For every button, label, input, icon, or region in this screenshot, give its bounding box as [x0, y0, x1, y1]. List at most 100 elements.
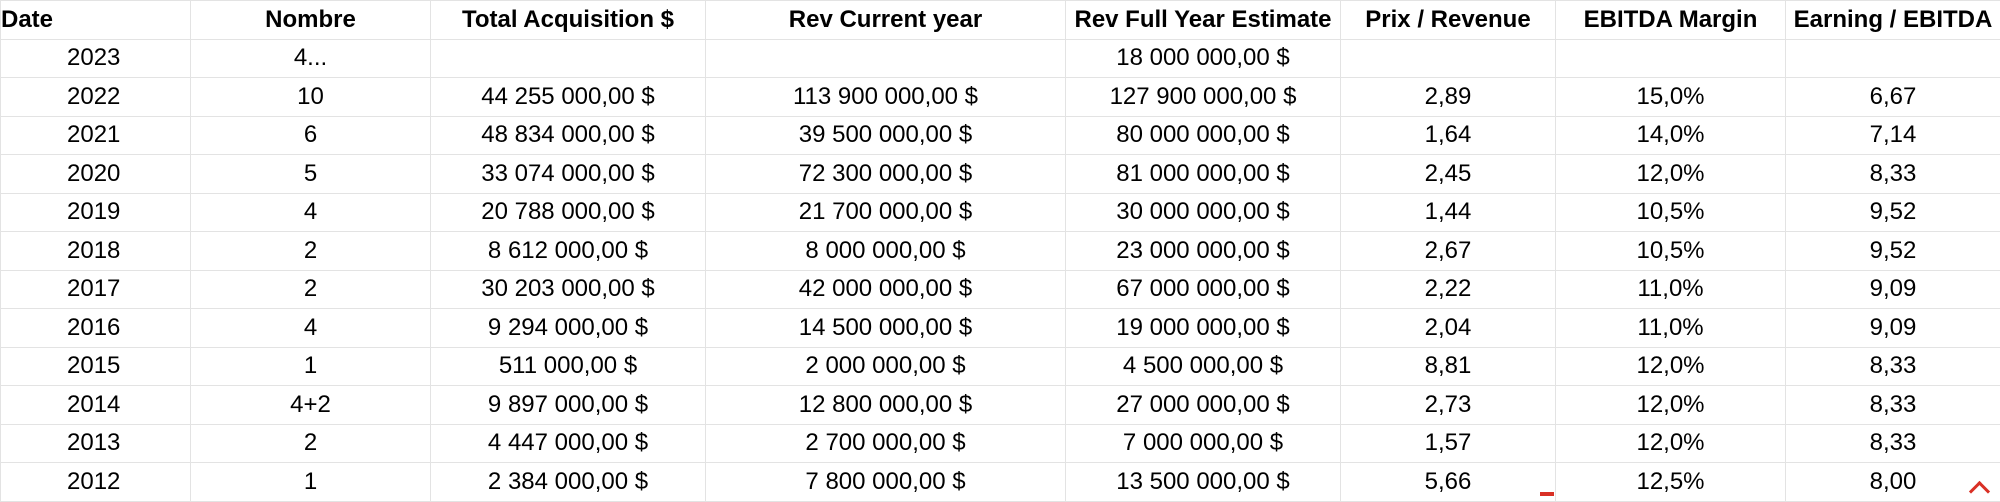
cell-ebitda-margin[interactable]: 12,0% — [1556, 386, 1786, 425]
cell-rev-current-year[interactable]: 113 900 000,00 $ — [706, 78, 1066, 117]
cell-date[interactable]: 2022 — [1, 78, 191, 117]
cell-prix-revenue[interactable]: 2,73 — [1341, 386, 1556, 425]
cell-nombre[interactable]: 2 — [191, 424, 431, 463]
cell-rev-full-year-estimate[interactable]: 30 000 000,00 $ — [1066, 193, 1341, 232]
cell-rev-full-year-estimate[interactable]: 4 500 000,00 $ — [1066, 347, 1341, 386]
cell-rev-full-year-estimate[interactable]: 18 000 000,00 $ — [1066, 39, 1341, 78]
cell-earning-ebitda[interactable]: 8,33 — [1786, 386, 2000, 425]
cell-prix-revenue[interactable]: 2,45 — [1341, 155, 1556, 194]
cell-rev-full-year-estimate[interactable]: 7 000 000,00 $ — [1066, 424, 1341, 463]
cell-rev-current-year[interactable]: 2 700 000,00 $ — [706, 424, 1066, 463]
cell-rev-current-year[interactable]: 7 800 000,00 $ — [706, 463, 1066, 502]
cell-rev-full-year-estimate[interactable]: 127 900 000,00 $ — [1066, 78, 1341, 117]
cell-rev-current-year[interactable]: 8 000 000,00 $ — [706, 232, 1066, 271]
cell-earning-ebitda[interactable] — [1786, 39, 2000, 78]
cell-ebitda-margin[interactable] — [1556, 39, 1786, 78]
cell-date[interactable]: 2016 — [1, 309, 191, 348]
cell-total-acquisition[interactable]: 30 203 000,00 $ — [431, 270, 706, 309]
header-rev-current-year[interactable]: Rev Current year — [706, 1, 1066, 40]
cell-ebitda-margin[interactable]: 15,0% — [1556, 78, 1786, 117]
cell-ebitda-margin[interactable]: 10,5% — [1556, 193, 1786, 232]
cell-rev-current-year[interactable]: 72 300 000,00 $ — [706, 155, 1066, 194]
cell-earning-ebitda[interactable]: 8,33 — [1786, 155, 2000, 194]
cell-prix-revenue[interactable] — [1341, 39, 1556, 78]
cell-ebitda-margin[interactable]: 10,5% — [1556, 232, 1786, 271]
cell-nombre[interactable]: 4 — [191, 309, 431, 348]
cell-date[interactable]: 2018 — [1, 232, 191, 271]
cell-date[interactable]: 2014 — [1, 386, 191, 425]
cell-nombre[interactable]: 6 — [191, 116, 431, 155]
cell-nombre[interactable]: 4... — [191, 39, 431, 78]
cell-earning-ebitda[interactable]: 9,09 — [1786, 270, 2000, 309]
cell-total-acquisition[interactable]: 4 447 000,00 $ — [431, 424, 706, 463]
cell-date[interactable]: 2023 — [1, 39, 191, 78]
cell-nombre[interactable]: 10 — [191, 78, 431, 117]
cell-rev-full-year-estimate[interactable]: 27 000 000,00 $ — [1066, 386, 1341, 425]
cell-nombre[interactable]: 4+2 — [191, 386, 431, 425]
cell-ebitda-margin[interactable]: 14,0% — [1556, 116, 1786, 155]
cell-earning-ebitda[interactable]: 8,33 — [1786, 347, 2000, 386]
cell-prix-revenue[interactable]: 1,44 — [1341, 193, 1556, 232]
cell-total-acquisition[interactable]: 9 897 000,00 $ — [431, 386, 706, 425]
cell-total-acquisition[interactable]: 511 000,00 $ — [431, 347, 706, 386]
cell-ebitda-margin[interactable]: 11,0% — [1556, 270, 1786, 309]
cell-total-acquisition[interactable]: 48 834 000,00 $ — [431, 116, 706, 155]
cell-nombre[interactable]: 1 — [191, 463, 431, 502]
cell-earning-ebitda[interactable]: 7,14 — [1786, 116, 2000, 155]
header-ebitda-margin[interactable]: EBITDA Margin — [1556, 1, 1786, 40]
cell-date[interactable]: 2015 — [1, 347, 191, 386]
header-rev-full-year-estimate[interactable]: Rev Full Year Estimate — [1066, 1, 1341, 40]
cell-total-acquisition[interactable] — [431, 39, 706, 78]
cell-earning-ebitda[interactable]: 9,09 — [1786, 309, 2000, 348]
header-nombre[interactable]: Nombre — [191, 1, 431, 40]
cell-rev-full-year-estimate[interactable]: 19 000 000,00 $ — [1066, 309, 1341, 348]
cell-date[interactable]: 2017 — [1, 270, 191, 309]
cell-date[interactable]: 2013 — [1, 424, 191, 463]
cell-rev-full-year-estimate[interactable]: 13 500 000,00 $ — [1066, 463, 1341, 502]
cell-total-acquisition[interactable]: 20 788 000,00 $ — [431, 193, 706, 232]
header-prix-revenue[interactable]: Prix / Revenue — [1341, 1, 1556, 40]
cell-rev-full-year-estimate[interactable]: 81 000 000,00 $ — [1066, 155, 1341, 194]
header-total-acquisition[interactable]: Total Acquisition $ — [431, 1, 706, 40]
cell-ebitda-margin[interactable]: 12,0% — [1556, 424, 1786, 463]
header-earning-ebitda[interactable]: Earning / EBITDA — [1786, 1, 2000, 40]
cell-date[interactable]: 2020 — [1, 155, 191, 194]
cell-prix-revenue[interactable]: 1,57 — [1341, 424, 1556, 463]
cell-earning-ebitda[interactable]: 9,52 — [1786, 193, 2000, 232]
cell-total-acquisition[interactable]: 9 294 000,00 $ — [431, 309, 706, 348]
cell-nombre[interactable]: 5 — [191, 155, 431, 194]
cell-total-acquisition[interactable]: 2 384 000,00 $ — [431, 463, 706, 502]
cell-nombre[interactable]: 1 — [191, 347, 431, 386]
cell-ebitda-margin[interactable]: 12,0% — [1556, 155, 1786, 194]
cell-date[interactable]: 2021 — [1, 116, 191, 155]
cell-prix-revenue[interactable]: 2,67 — [1341, 232, 1556, 271]
cell-prix-revenue[interactable]: 2,04 — [1341, 309, 1556, 348]
cell-rev-current-year[interactable] — [706, 39, 1066, 78]
cell-total-acquisition[interactable]: 8 612 000,00 $ — [431, 232, 706, 271]
cell-earning-ebitda[interactable]: 6,67 — [1786, 78, 2000, 117]
cell-prix-revenue[interactable]: 2,89 — [1341, 78, 1556, 117]
cell-prix-revenue[interactable]: 1,64 — [1341, 116, 1556, 155]
cell-prix-revenue[interactable]: 8,81 — [1341, 347, 1556, 386]
cell-rev-current-year[interactable]: 42 000 000,00 $ — [706, 270, 1066, 309]
cell-nombre[interactable]: 2 — [191, 232, 431, 271]
cell-rev-current-year[interactable]: 21 700 000,00 $ — [706, 193, 1066, 232]
cell-date[interactable]: 2012 — [1, 463, 191, 502]
cell-rev-current-year[interactable]: 2 000 000,00 $ — [706, 347, 1066, 386]
cell-rev-full-year-estimate[interactable]: 23 000 000,00 $ — [1066, 232, 1341, 271]
cell-prix-revenue[interactable]: 5,66 — [1341, 463, 1556, 502]
cell-rev-current-year[interactable]: 14 500 000,00 $ — [706, 309, 1066, 348]
cell-rev-current-year[interactable]: 39 500 000,00 $ — [706, 116, 1066, 155]
cell-nombre[interactable]: 2 — [191, 270, 431, 309]
cell-ebitda-margin[interactable]: 12,5% — [1556, 463, 1786, 502]
cell-rev-current-year[interactable]: 12 800 000,00 $ — [706, 386, 1066, 425]
header-date[interactable]: Date — [1, 1, 191, 40]
cell-rev-full-year-estimate[interactable]: 80 000 000,00 $ — [1066, 116, 1341, 155]
cell-ebitda-margin[interactable]: 11,0% — [1556, 309, 1786, 348]
cell-earning-ebitda[interactable]: 8,00 — [1786, 463, 2000, 502]
cell-nombre[interactable]: 4 — [191, 193, 431, 232]
cell-total-acquisition[interactable]: 33 074 000,00 $ — [431, 155, 706, 194]
cell-ebitda-margin[interactable]: 12,0% — [1556, 347, 1786, 386]
cell-total-acquisition[interactable]: 44 255 000,00 $ — [431, 78, 706, 117]
cell-date[interactable]: 2019 — [1, 193, 191, 232]
